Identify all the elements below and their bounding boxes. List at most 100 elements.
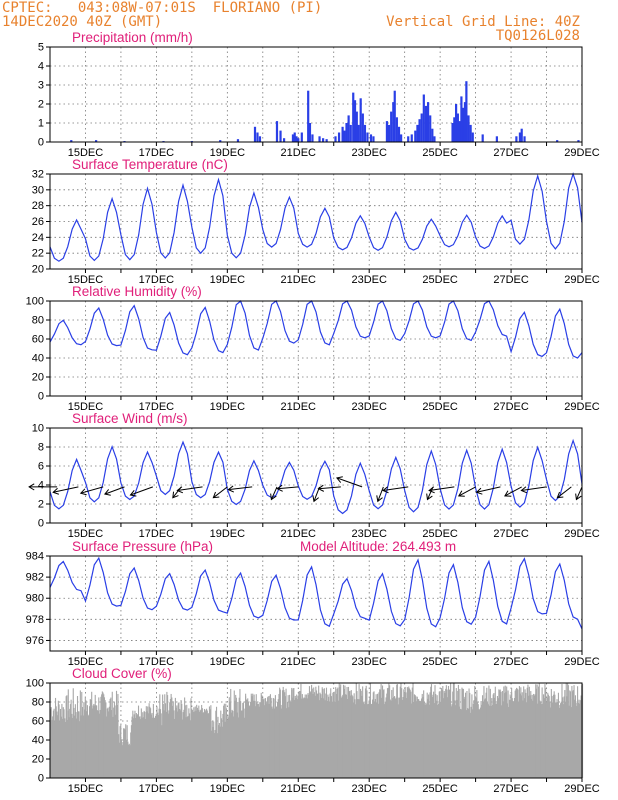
cloud-bar: [151, 712, 153, 778]
cloud-bar: [194, 706, 196, 778]
cloud-bar: [77, 711, 79, 778]
precip-bar: [258, 136, 262, 142]
cloud-bar: [409, 689, 411, 778]
cloud-bar: [489, 688, 491, 778]
cloud-bar: [546, 701, 548, 778]
cloud-bar: [477, 704, 479, 778]
cloud-bar: [545, 688, 547, 778]
cloud-bar: [325, 687, 328, 778]
cloud-bar: [152, 704, 154, 778]
cloud-bar: [245, 699, 247, 778]
cloud-bar: [514, 690, 516, 778]
cloud-bar: [554, 694, 556, 778]
cloud-bar: [391, 689, 393, 778]
precip-bar: [387, 124, 391, 142]
precip-bar: [95, 140, 98, 142]
cloud-bar: [79, 690, 81, 778]
precip-bar: [393, 90, 396, 142]
cloud-bar: [519, 693, 521, 778]
cloud-bar: [70, 699, 72, 778]
cloud-bar: [211, 730, 213, 778]
cloud-bar: [262, 698, 264, 778]
cloud-bar: [455, 688, 457, 778]
cloud-bar: [237, 717, 240, 778]
precip-bar: [429, 115, 432, 142]
cloud-bar: [446, 689, 448, 778]
cloud-bar: [125, 724, 127, 778]
cloud-bar: [472, 703, 474, 778]
cloud-bar: [160, 713, 162, 778]
cloud-bar: [508, 706, 510, 778]
wind-arrow-head: [376, 495, 383, 503]
wind-arrow-head: [227, 485, 235, 493]
cloud-bar: [297, 695, 299, 778]
cloud-bar: [219, 726, 221, 778]
cloud-bar: [130, 732, 132, 778]
precip-bar: [407, 136, 410, 142]
cloud-bar: [179, 710, 181, 778]
y-tick-label: 60: [32, 334, 44, 346]
cloud-bar: [296, 694, 298, 778]
cloud-bar: [202, 712, 204, 778]
cloud-bar: [564, 701, 567, 778]
cloud-bar: [558, 704, 560, 778]
cloud-bar: [457, 710, 459, 778]
wind-arrow-head: [52, 487, 60, 495]
cloud-bar: [440, 687, 442, 778]
cloud-bar: [579, 700, 581, 778]
cloud-bar: [337, 700, 340, 778]
cloud-bar: [217, 716, 219, 778]
cloud-bar: [394, 696, 396, 778]
cloud-bar: [125, 740, 128, 778]
cloud-bar: [137, 714, 139, 778]
cloud-bar: [425, 704, 428, 778]
cloud-bar: [582, 683, 584, 778]
cloud-bar: [93, 703, 95, 778]
cloud-bar: [286, 701, 289, 778]
y-tick-label: 982: [26, 572, 44, 584]
cloud-bar: [115, 714, 117, 778]
cloud-bar: [181, 719, 184, 778]
cloud-bar: [563, 696, 565, 778]
cloud-bar: [123, 728, 125, 778]
cloud-bar: [363, 701, 365, 778]
y-tick-label: 60: [32, 716, 44, 728]
precip-bar: [453, 117, 456, 142]
cloud-bar: [522, 700, 524, 778]
cloud-bar: [478, 709, 480, 778]
cloud-bar: [553, 691, 555, 778]
cloud-bar: [423, 690, 425, 778]
cloud-bar: [235, 694, 237, 778]
cloud-bar: [285, 688, 287, 778]
wind-arrow: [336, 477, 363, 488]
cloud-bar: [86, 711, 88, 778]
cloud-bar: [544, 684, 546, 778]
cloud-bar: [294, 699, 296, 778]
precip-bar: [481, 134, 484, 142]
precip-bar: [219, 140, 222, 142]
cloud-bar: [274, 695, 276, 778]
cloud-bar: [382, 690, 384, 778]
cloud-bar: [484, 699, 486, 778]
cloud-bar: [415, 696, 417, 778]
cloud-bar: [232, 710, 234, 778]
panel-2: 20 22 24 26 28 30 32 15DEC 17DEC 19DEC 21DEC 23DEC 2…: [32, 157, 600, 286]
cloud-bar: [243, 717, 245, 778]
cloud-bar: [386, 693, 388, 778]
cloud-bar: [552, 694, 555, 778]
cloud-bar: [411, 687, 413, 778]
panel-title: Surface Wind (m/s): [72, 411, 188, 426]
cloud-bar: [305, 698, 307, 778]
wind-arrow-head: [457, 490, 465, 497]
cloud-bar: [351, 694, 353, 778]
cloud-bar: [421, 693, 423, 778]
cloud-bar: [483, 686, 485, 778]
cloud-bar: [411, 703, 413, 778]
cloud-bar: [106, 716, 108, 778]
cloud-bar: [442, 686, 444, 778]
wind-arrow: [377, 486, 384, 502]
panel-frame: [49, 46, 583, 143]
cloud-bar: [335, 687, 337, 778]
x-tick-label: 25DEC: [422, 147, 458, 159]
x-tick-label: 15DEC: [68, 274, 104, 286]
